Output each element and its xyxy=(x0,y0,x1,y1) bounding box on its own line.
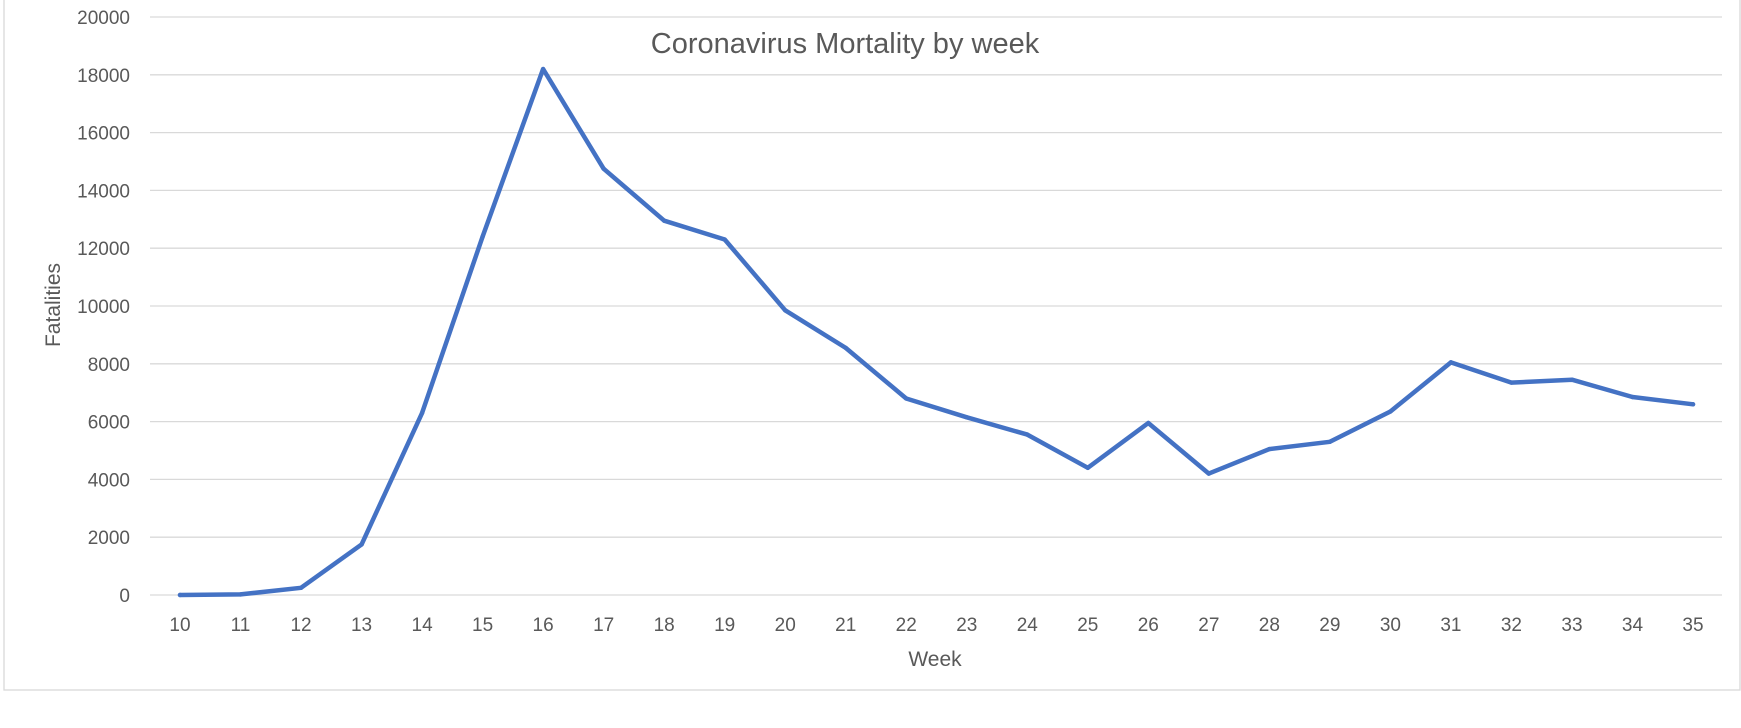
data-point xyxy=(1388,409,1393,414)
x-tick-label: 20 xyxy=(775,615,796,636)
x-tick-label: 28 xyxy=(1259,615,1280,636)
data-point xyxy=(1206,471,1212,476)
data-point xyxy=(661,218,667,223)
x-tick-label: 23 xyxy=(956,615,977,636)
data-point xyxy=(177,592,183,598)
x-axis-title: Week xyxy=(908,648,962,671)
x-tick-label: 18 xyxy=(654,615,675,636)
data-point xyxy=(1448,360,1454,365)
data-point xyxy=(964,415,969,420)
x-tick-label: 22 xyxy=(896,615,917,636)
x-tick-label: 17 xyxy=(593,615,614,636)
series-group xyxy=(177,66,1696,598)
y-tick-label: 14000 xyxy=(77,181,130,202)
data-point xyxy=(601,166,606,171)
y-tick-label: 6000 xyxy=(88,413,130,434)
data-point xyxy=(904,396,909,401)
data-point xyxy=(238,592,243,597)
x-tick-label: 10 xyxy=(169,615,190,636)
y-tick-label: 4000 xyxy=(88,470,130,491)
data-point xyxy=(540,66,546,72)
x-tick-label: 31 xyxy=(1440,615,1461,636)
x-tick-label: 29 xyxy=(1319,615,1340,636)
x-tick-label: 13 xyxy=(351,615,372,636)
x-tick-label: 16 xyxy=(533,615,554,636)
x-tick-label: 19 xyxy=(714,615,735,636)
x-tick-label: 15 xyxy=(472,615,493,636)
x-tick-label: 35 xyxy=(1682,615,1703,636)
x-tick-label: 25 xyxy=(1077,615,1098,636)
x-tick-label: 21 xyxy=(835,615,856,636)
data-point xyxy=(1327,439,1333,445)
x-tick-label: 14 xyxy=(412,615,434,636)
chart-border xyxy=(3,0,1741,691)
data-point xyxy=(1690,402,1696,407)
y-tick-label: 20000 xyxy=(77,8,130,29)
gridlines xyxy=(150,16,1722,596)
data-point xyxy=(1509,380,1514,385)
data-point xyxy=(783,308,788,313)
x-axis-ticks: 10 11 12 13 14 15 16 17 18 19 20 21 22 23 24 25 26 27 28 29… xyxy=(169,615,1703,636)
data-point xyxy=(419,410,425,416)
y-tick-label: 18000 xyxy=(77,66,130,87)
y-axis-title: Fatalities xyxy=(42,263,65,347)
data-point xyxy=(1267,446,1272,452)
data-point xyxy=(1146,420,1151,426)
x-tick-label: 11 xyxy=(231,615,251,636)
y-axis-ticks: 0 2000 4000 6000 8000 10000 12000 14000 16000 180… xyxy=(77,8,130,607)
x-tick-label: 34 xyxy=(1622,615,1644,636)
x-tick-label: 27 xyxy=(1198,615,1219,636)
series-line xyxy=(177,66,1696,598)
data-point xyxy=(1569,377,1575,382)
data-point xyxy=(1630,394,1635,400)
data-point xyxy=(1025,432,1030,437)
x-tick-label: 26 xyxy=(1138,615,1159,636)
data-point xyxy=(480,234,485,239)
y-tick-label: 12000 xyxy=(77,239,130,260)
chart-title: Coronavirus Mortality by week xyxy=(651,28,1040,60)
data-point xyxy=(359,542,364,547)
y-tick-label: 0 xyxy=(119,586,130,607)
data-point xyxy=(722,237,727,242)
x-tick-label: 32 xyxy=(1501,615,1522,636)
y-tick-label: 2000 xyxy=(88,528,130,549)
x-tick-label: 33 xyxy=(1561,615,1582,636)
x-tick-label: 30 xyxy=(1380,615,1401,636)
y-tick-label: 8000 xyxy=(88,355,130,376)
data-point xyxy=(1085,465,1091,471)
x-tick-label: 12 xyxy=(290,615,311,636)
y-tick-label: 10000 xyxy=(77,297,130,318)
data-point xyxy=(298,585,304,590)
data-point xyxy=(843,345,848,351)
x-tick-label: 24 xyxy=(1017,615,1039,636)
y-tick-label: 16000 xyxy=(77,124,130,145)
